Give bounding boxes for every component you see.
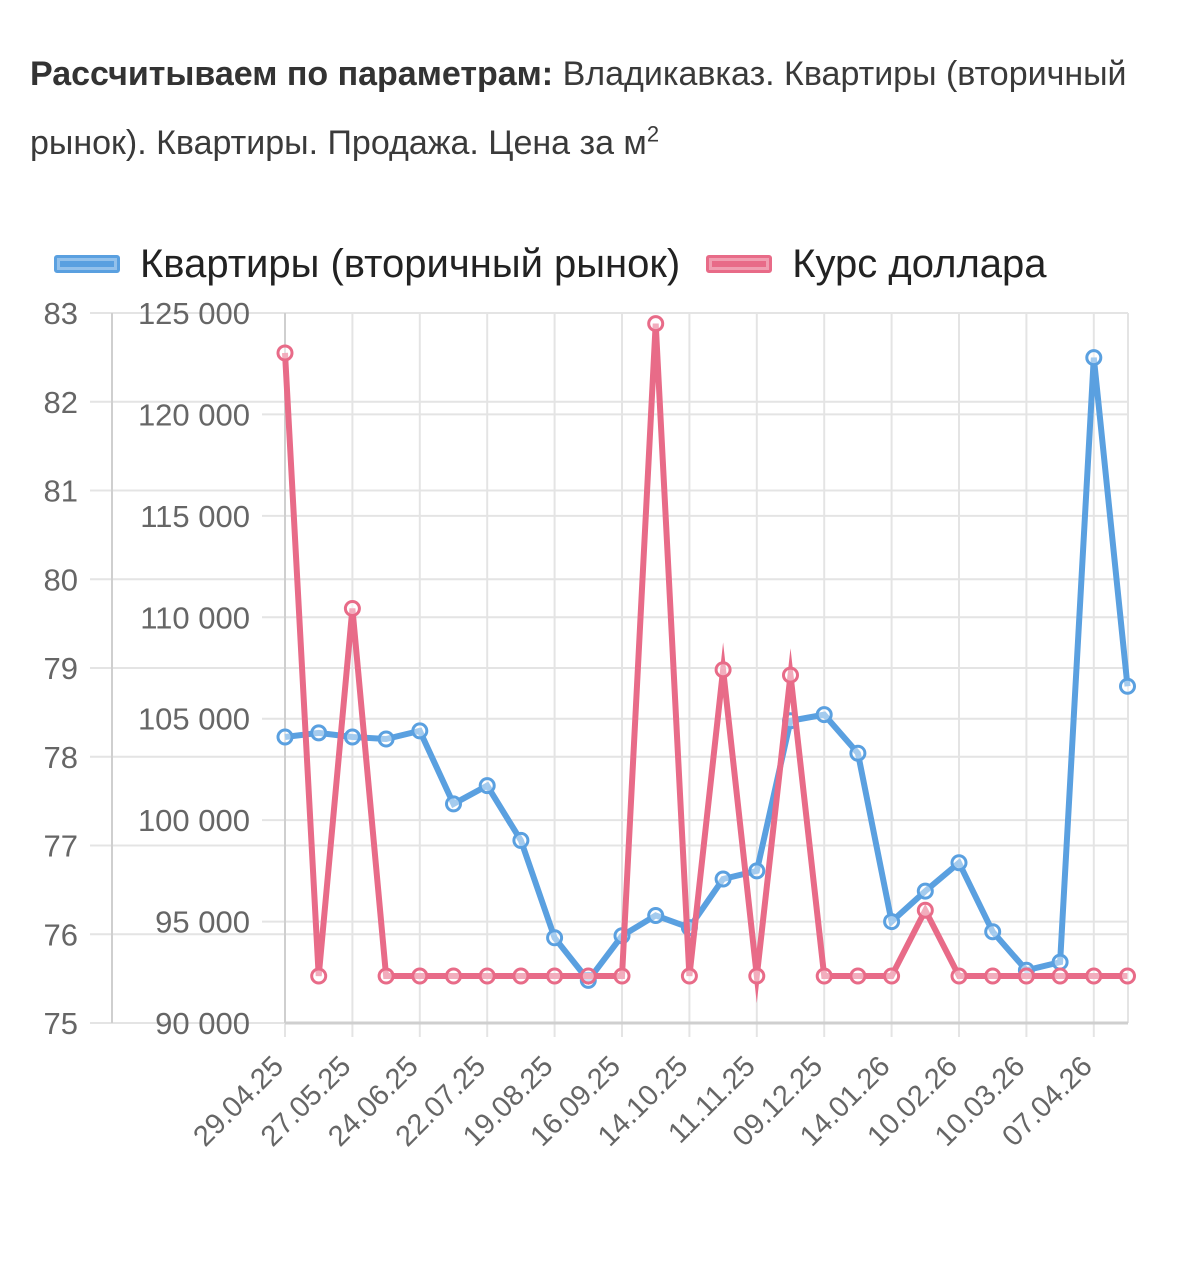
data-point xyxy=(613,967,631,985)
y-left-tick-label: 83 xyxy=(44,296,78,331)
data-point xyxy=(1085,967,1103,985)
y-left-tick-label: 78 xyxy=(44,740,78,775)
chart-series xyxy=(276,315,1136,1004)
data-point xyxy=(310,724,328,742)
y-left-tick-label: 77 xyxy=(44,829,78,864)
data-point xyxy=(984,967,1002,985)
legend-item-dollar[interactable]: Курс доллара xyxy=(706,241,1047,287)
x-axis-ticks: 29.04.2527.05.2524.06.2522.07.2519.08.25… xyxy=(187,1050,1098,1152)
data-point xyxy=(377,730,395,748)
y-right-tick-label: 100 000 xyxy=(138,803,250,838)
data-point xyxy=(377,967,395,985)
y-right-tick-label: 115 000 xyxy=(140,499,250,534)
data-point xyxy=(714,870,732,888)
data-point xyxy=(445,795,462,813)
y-axis-right-ticks: 90 000 95 000 100 000 105 000 110 000 115 000… xyxy=(138,296,250,1041)
data-point xyxy=(512,831,530,849)
y-left-tick-label: 82 xyxy=(44,385,78,420)
chart-axes xyxy=(111,313,1128,1025)
data-point xyxy=(1119,677,1136,695)
parameters-description: Рассчитываем по параметрам: Владикавказ.… xyxy=(30,40,1140,178)
data-point xyxy=(647,906,665,924)
y-left-tick-label: 76 xyxy=(44,917,78,952)
data-point xyxy=(782,666,799,684)
y-right-tick-label: 110 000 xyxy=(140,600,250,635)
y-left-tick-label: 75 xyxy=(44,1006,78,1041)
y-right-tick-label: 95 000 xyxy=(155,905,250,940)
y-left-tick-label: 80 xyxy=(44,562,78,597)
series-line-dollar xyxy=(282,323,1128,1004)
data-point xyxy=(950,854,968,872)
series-line-flats xyxy=(284,357,1131,986)
y-left-tick-label: 81 xyxy=(44,474,78,509)
data-point xyxy=(546,929,564,947)
data-point xyxy=(1085,349,1103,367)
legend-label-dollar: Курс доллара xyxy=(792,241,1047,286)
y-left-tick-label: 79 xyxy=(44,651,78,686)
data-point xyxy=(883,967,901,985)
y-axis-left-ticks: 75 76 77 78 79 80 81 82 83 xyxy=(44,296,78,1041)
y-right-tick-label: 120 000 xyxy=(138,397,250,432)
y-right-tick-label: 90 000 xyxy=(155,1006,250,1041)
data-point xyxy=(276,728,294,746)
series-flats xyxy=(276,349,1136,989)
data-point xyxy=(276,344,294,362)
data-point xyxy=(546,967,564,985)
series-dollar xyxy=(276,315,1136,1004)
data-point xyxy=(984,923,1002,941)
data-point xyxy=(748,862,766,880)
data-point xyxy=(647,315,665,333)
data-point xyxy=(478,777,496,795)
data-point xyxy=(1017,967,1035,985)
chart-grid xyxy=(90,312,1129,1037)
data-point xyxy=(680,967,698,985)
data-point xyxy=(343,728,361,746)
data-point xyxy=(478,967,496,985)
legend-item-flats[interactable]: Квартиры (вторичный рынок) xyxy=(54,242,680,287)
y-right-tick-label: 125 000 xyxy=(138,296,250,331)
data-point xyxy=(916,901,934,919)
data-point xyxy=(411,967,429,985)
parameters-text: Владикавказ. Квартиры (вторичный рынок).… xyxy=(30,55,1127,162)
legend-swatch-flats xyxy=(54,255,120,273)
data-point xyxy=(512,967,530,985)
data-point xyxy=(1119,967,1136,985)
data-point xyxy=(916,882,934,900)
data-point xyxy=(815,967,833,985)
data-point xyxy=(714,661,732,679)
data-point xyxy=(1051,953,1069,971)
legend-swatch-dollar xyxy=(706,255,773,273)
data-point xyxy=(343,600,361,618)
data-point xyxy=(411,722,429,740)
data-point xyxy=(950,967,968,985)
parameters-label: Рассчитываем по параметрам: xyxy=(30,55,554,93)
data-point xyxy=(849,744,867,762)
data-point xyxy=(883,913,901,931)
chart-legend: Квартиры (вторичный рынок) Курс доллара xyxy=(54,236,1073,292)
data-point xyxy=(1051,967,1069,985)
y-right-tick-label: 105 000 xyxy=(138,702,250,737)
data-point xyxy=(748,967,766,985)
data-point xyxy=(445,967,462,985)
data-point xyxy=(579,967,597,985)
data-point xyxy=(849,967,867,985)
legend-label-flats: Квартиры (вторичный рынок) xyxy=(140,241,681,286)
data-point xyxy=(310,967,328,985)
parameters-superscript: 2 xyxy=(646,121,660,147)
data-point xyxy=(815,706,833,724)
